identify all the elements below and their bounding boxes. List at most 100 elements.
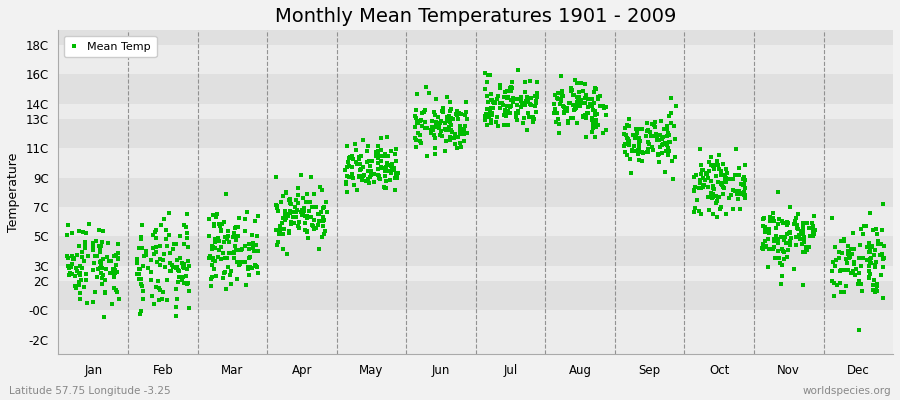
Mean Temp [431, 125, 446, 132]
Mean Temp [548, 92, 562, 98]
Mean Temp [558, 106, 572, 113]
Mean Temp [205, 212, 220, 218]
Mean Temp [68, 285, 83, 291]
Mean Temp [497, 122, 511, 128]
Mean Temp [316, 223, 330, 230]
Mean Temp [712, 166, 726, 173]
Mean Temp [645, 147, 660, 154]
Mean Temp [617, 148, 632, 155]
Mean Temp [783, 238, 797, 244]
Mean Temp [79, 276, 94, 283]
Mean Temp [458, 99, 473, 106]
Mean Temp [489, 119, 503, 125]
Mean Temp [591, 96, 606, 102]
Mean Temp [701, 206, 716, 213]
Mean Temp [175, 260, 189, 267]
Mean Temp [771, 236, 786, 243]
Mean Temp [342, 163, 356, 170]
Mean Temp [72, 272, 86, 278]
Mean Temp [865, 244, 879, 250]
Mean Temp [284, 218, 298, 225]
Mean Temp [68, 255, 82, 261]
Mean Temp [94, 239, 109, 246]
Mean Temp [708, 173, 723, 180]
Mean Temp [166, 241, 181, 248]
Mean Temp [796, 239, 811, 245]
Mean Temp [204, 275, 219, 282]
Mean Temp [738, 185, 752, 192]
Mean Temp [832, 255, 846, 262]
Mean Temp [346, 182, 361, 188]
Mean Temp [655, 141, 670, 148]
Mean Temp [374, 134, 388, 141]
Mean Temp [133, 234, 148, 240]
Mean Temp [716, 161, 731, 167]
Mean Temp [550, 95, 564, 102]
Mean Temp [169, 264, 184, 271]
Mean Temp [629, 132, 643, 138]
Mean Temp [212, 221, 226, 227]
Mean Temp [697, 166, 711, 173]
Bar [58, 266, 893, 281]
Mean Temp [495, 100, 509, 106]
Mean Temp [160, 277, 175, 284]
Mean Temp [783, 204, 797, 210]
Mean Temp [389, 158, 403, 165]
Mean Temp [389, 174, 403, 180]
Mean Temp [716, 184, 730, 190]
Mean Temp [111, 256, 125, 263]
Mean Temp [440, 94, 454, 100]
Mean Temp [658, 140, 672, 146]
Mean Temp [583, 100, 598, 107]
Mean Temp [738, 162, 752, 168]
Mean Temp [79, 270, 94, 277]
Mean Temp [578, 112, 592, 118]
Legend: Mean Temp: Mean Temp [64, 36, 157, 57]
Mean Temp [60, 263, 75, 270]
Mean Temp [275, 192, 290, 199]
Mean Temp [270, 242, 284, 248]
Mean Temp [554, 96, 569, 102]
Mean Temp [756, 246, 770, 252]
Mean Temp [75, 254, 89, 260]
Mean Temp [94, 270, 108, 276]
Mean Temp [576, 113, 590, 120]
Mean Temp [736, 182, 751, 188]
Mean Temp [642, 140, 656, 147]
Mean Temp [689, 196, 704, 203]
Mean Temp [802, 225, 816, 231]
Mean Temp [366, 171, 381, 178]
Mean Temp [499, 113, 513, 119]
Mean Temp [837, 289, 851, 295]
Mean Temp [577, 100, 591, 106]
Mean Temp [291, 185, 305, 191]
Mean Temp [511, 110, 526, 116]
Mean Temp [760, 236, 775, 242]
Bar [58, 45, 893, 74]
Mean Temp [166, 246, 181, 252]
Mean Temp [355, 153, 369, 159]
Mean Temp [227, 234, 241, 240]
Mean Temp [176, 261, 191, 267]
Mean Temp [172, 268, 186, 274]
Mean Temp [179, 273, 194, 280]
Mean Temp [206, 255, 220, 261]
Mean Temp [564, 88, 579, 94]
Mean Temp [772, 216, 787, 222]
Mean Temp [65, 253, 79, 260]
Mean Temp [163, 260, 177, 267]
Mean Temp [428, 135, 443, 142]
Mean Temp [854, 288, 868, 294]
Mean Temp [833, 268, 848, 274]
Mean Temp [557, 104, 572, 111]
Mean Temp [843, 252, 858, 259]
Mean Temp [845, 267, 859, 274]
Mean Temp [556, 110, 571, 116]
Mean Temp [212, 222, 227, 229]
Mean Temp [574, 80, 589, 86]
Mean Temp [864, 260, 878, 266]
Mean Temp [413, 138, 428, 144]
Mean Temp [570, 99, 584, 105]
Mean Temp [205, 262, 220, 268]
Mean Temp [443, 118, 457, 125]
